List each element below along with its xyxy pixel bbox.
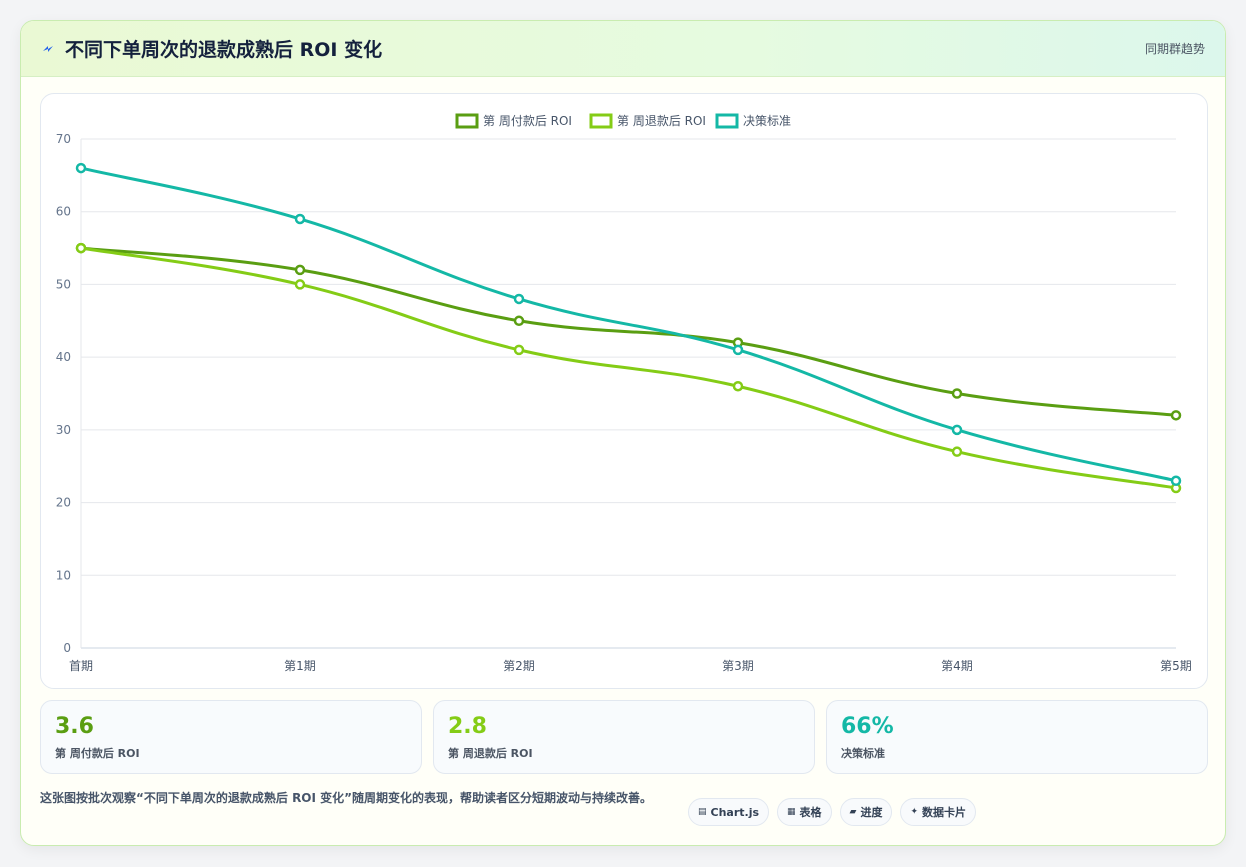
chip-table[interactable]: ▦ 表格	[777, 798, 832, 826]
data-point-2-5	[1170, 475, 1182, 487]
legend-swatch-0	[455, 113, 479, 129]
x-tick-label-0: 首期	[69, 659, 93, 673]
line-chart: 0 10 20 30 40 50 60 70 首期 第1期 第2期 第3期 第4期 第5期 第 周付款后 R…	[56, 113, 1192, 673]
bolt-icon	[43, 45, 53, 52]
stat-card-1: 3.6 第 周付款后 ROI	[40, 700, 422, 774]
chart-panel: 0 10 20 30 40 50 60 70 首期 第1期 第2期 第3期 第4期 第5期 第 周付款后 R…	[40, 93, 1208, 689]
chip-label: 表格	[799, 806, 822, 819]
data-point-1-1	[294, 279, 306, 290]
sparkle-icon: ✦	[910, 807, 919, 817]
legend-label-2: 决策标准	[743, 114, 791, 128]
chip-label: 进度	[860, 806, 883, 819]
chip-label: Chart.js	[710, 805, 760, 819]
x-tick-label-3: 第3期	[722, 659, 754, 673]
chip-progress[interactable]: ▰ 进度	[839, 798, 893, 826]
chart-card: 不同下单周次的退款成熟后 ROI 变化 同期群趋势 0 10 20 30 40 50 60 7…	[20, 20, 1226, 846]
chip-label: 数据卡片	[922, 806, 967, 819]
x-tick-label-2: 第2期	[503, 659, 535, 673]
data-point-0-5	[1170, 410, 1182, 421]
stat-label-2: 第 周退款后 ROI	[448, 747, 533, 760]
data-point-2-1	[294, 213, 306, 225]
series-line-0	[80, 246, 1177, 417]
stat-card-3: 66% 决策标准	[826, 700, 1208, 774]
x-tick-label-1: 第1期	[284, 659, 316, 673]
data-point-2-2	[513, 293, 525, 305]
card-header: 不同下单周次的退款成熟后 ROI 变化 同期群趋势	[21, 21, 1225, 77]
y-tick-label-1: 10	[56, 568, 71, 582]
header-tag: 同期群趋势	[1144, 42, 1205, 56]
chart-description: 这张图按批次观察“不同下单周次的退款成熟后 ROI 变化”随周期变化的表现，帮助…	[40, 791, 653, 805]
y-tick-label-7: 70	[56, 132, 71, 146]
data-point-1-2	[513, 344, 525, 356]
stat-value-3: 66%	[841, 714, 894, 739]
table-icon: ▦	[787, 807, 796, 817]
legend-label-1: 第 周退款后 ROI	[617, 114, 706, 128]
chip-data-cards[interactable]: ✦ 数据卡片	[900, 798, 977, 826]
stat-value-1: 3.6	[55, 714, 94, 739]
stat-value-2: 2.8	[448, 714, 487, 739]
data-point-0-4	[951, 388, 963, 399]
series-line-1	[80, 246, 1177, 490]
chip-chartjs[interactable]: ▤ Chart.js	[688, 798, 770, 826]
stat-card-2: 2.8 第 周退款后 ROI	[433, 700, 815, 774]
y-tick-label-2: 20	[56, 496, 71, 510]
x-tick-label-4: 第4期	[941, 659, 973, 673]
legend-swatch-1	[589, 113, 613, 129]
data-point-2-3	[732, 344, 744, 356]
data-point-0-1	[294, 264, 306, 276]
data-point-1-4	[951, 446, 963, 457]
page-title: 不同下单周次的退款成熟后 ROI 变化	[65, 39, 383, 61]
y-tick-label-0: 0	[63, 641, 71, 655]
title-wrap: 不同下单周次的退款成熟后 ROI 变化	[41, 35, 382, 62]
chart-icon: ▤	[698, 807, 707, 817]
stat-label-3: 决策标准	[841, 747, 885, 760]
y-tick-label-3: 30	[56, 423, 71, 437]
footer: 这张图按批次观察“不同下单周次的退款成熟后 ROI 变化”随周期变化的表现，帮助…	[40, 789, 1208, 833]
x-tick-label-5: 第5期	[1160, 659, 1192, 673]
y-tick-label-6: 60	[56, 205, 71, 219]
legend-label-0: 第 周付款后 ROI	[483, 114, 572, 128]
tech-chips: ▤ Chart.js ▦ 表格 ▰ 进度 ✦ 数据卡片	[688, 798, 977, 826]
data-point-1-0	[75, 242, 87, 254]
legend-swatch-2	[715, 113, 739, 129]
data-point-2-0	[75, 162, 87, 174]
data-point-2-4	[951, 424, 963, 436]
stat-label-1: 第 周付款后 ROI	[55, 747, 140, 760]
y-tick-label-5: 50	[56, 277, 71, 291]
data-point-0-2	[513, 315, 525, 327]
progress-icon: ▰	[849, 807, 857, 817]
stat-cards: 3.6 第 周付款后 ROI 2.8 第 周退款后 ROI 66% 决策标准	[40, 700, 1208, 774]
data-point-1-3	[732, 380, 744, 392]
series-line-2	[80, 166, 1177, 483]
y-tick-label-4: 40	[56, 350, 71, 364]
